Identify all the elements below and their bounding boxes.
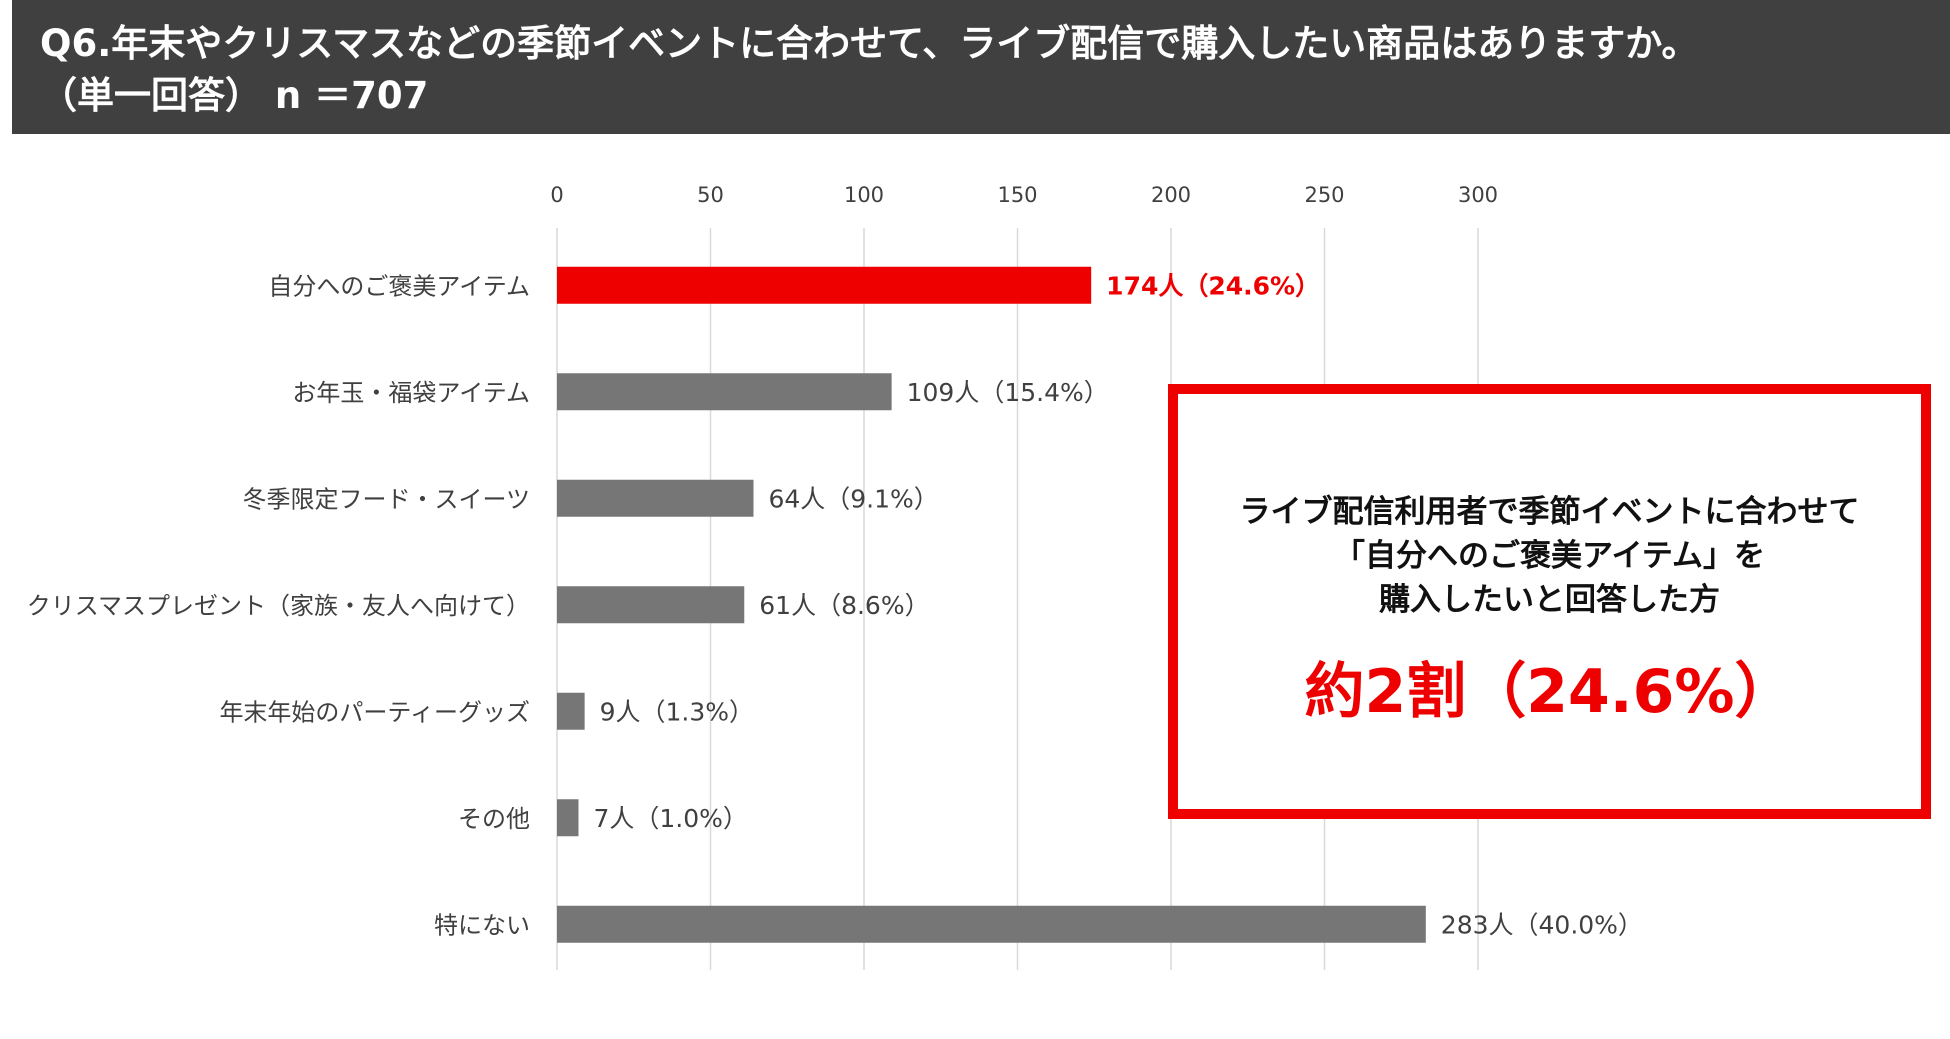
data-label: 61人（8.6%）	[759, 591, 929, 620]
bar	[557, 479, 754, 517]
category-label: 自分へのご褒美アイテム	[268, 272, 530, 300]
tick-label: 100	[844, 183, 884, 207]
tick-label: 0	[550, 183, 563, 207]
callout-line-2: 「自分へのご褒美アイテム」を	[1334, 538, 1765, 574]
bar	[557, 905, 1426, 943]
bar	[557, 692, 585, 730]
data-label: 64人（9.1%）	[768, 484, 938, 513]
tick-label: 250	[1304, 183, 1344, 207]
category-label: 特にない	[434, 911, 530, 939]
bar	[557, 586, 745, 624]
category-label: クリスマスプレゼント（家族・友人へ向けて）	[27, 592, 530, 620]
tick-label: 50	[697, 183, 724, 207]
title-line-1: Q6.年末やクリスマスなどの季節イベントに合わせて、ライブ配信で購入したい商品は…	[40, 22, 1699, 65]
category-label: 年末年始のパーティーグッズ	[219, 698, 530, 726]
bar	[557, 799, 579, 837]
title-bar: Q6.年末やクリスマスなどの季節イベントに合わせて、ライブ配信で購入したい商品は…	[12, 0, 1950, 134]
bar	[557, 266, 1092, 304]
title-line-2: （単一回答） n ＝707	[40, 74, 429, 117]
callout-line-1: ライブ配信利用者で季節イベントに合わせて	[1239, 494, 1860, 530]
bar	[557, 373, 892, 411]
category-label: 冬季限定フード・スイーツ	[242, 485, 530, 513]
tick-label: 150	[997, 183, 1037, 207]
tick-label: 300	[1458, 183, 1498, 207]
callout-box: ライブ配信利用者で季節イベントに合わせて 「自分へのご褒美アイテム」を 購入した…	[1168, 384, 1931, 819]
tick-label: 200	[1151, 183, 1191, 207]
callout-highlight: 約2割（24.6%）	[1304, 657, 1795, 727]
callout-line-3: 購入したいと回答した方	[1379, 582, 1720, 618]
category-label: お年玉・福袋アイテム	[292, 379, 530, 407]
data-label: 283人（40.0%）	[1441, 910, 1643, 939]
data-label: 174人（24.6%）	[1106, 271, 1320, 300]
callout-message: ライブ配信利用者で季節イベントに合わせて 「自分へのご褒美アイテム」を 購入した…	[1178, 490, 1921, 622]
category-label: その他	[458, 805, 530, 833]
data-label: 9人（1.3%）	[600, 697, 754, 726]
data-label: 7人（1.0%）	[593, 804, 747, 833]
data-label: 109人（15.4%）	[907, 378, 1109, 407]
